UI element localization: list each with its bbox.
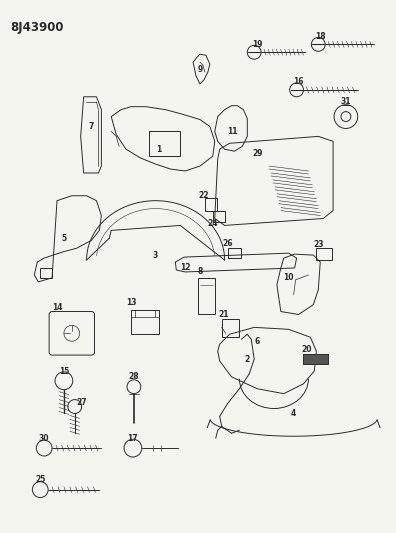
Text: 13: 13 xyxy=(126,298,136,307)
Text: 6: 6 xyxy=(255,337,260,346)
Text: 12: 12 xyxy=(180,263,190,272)
Text: 30: 30 xyxy=(39,434,50,443)
Text: 5: 5 xyxy=(61,234,67,243)
Text: 2: 2 xyxy=(245,354,250,364)
Text: 7: 7 xyxy=(89,122,94,131)
Text: 1: 1 xyxy=(156,145,161,154)
Text: 29: 29 xyxy=(252,149,263,158)
Text: 18: 18 xyxy=(315,32,326,41)
Text: 8J43900: 8J43900 xyxy=(11,21,64,34)
Text: 9: 9 xyxy=(197,64,203,74)
Text: 20: 20 xyxy=(301,345,312,353)
Text: 16: 16 xyxy=(293,77,304,86)
Text: 24: 24 xyxy=(208,219,218,228)
Text: 15: 15 xyxy=(59,367,69,376)
Text: 25: 25 xyxy=(35,475,46,484)
Text: 11: 11 xyxy=(227,127,238,136)
Polygon shape xyxy=(303,354,328,364)
Text: 3: 3 xyxy=(153,251,158,260)
Text: 23: 23 xyxy=(313,240,324,249)
Text: 27: 27 xyxy=(76,398,87,407)
Text: 28: 28 xyxy=(129,373,139,381)
Text: 10: 10 xyxy=(284,273,294,282)
Text: 4: 4 xyxy=(291,409,296,418)
Text: 17: 17 xyxy=(128,434,138,443)
Text: 31: 31 xyxy=(341,97,351,106)
Text: 19: 19 xyxy=(252,40,263,49)
Text: 21: 21 xyxy=(218,310,229,319)
Text: 8: 8 xyxy=(197,268,203,277)
Text: 26: 26 xyxy=(222,239,233,248)
Text: 14: 14 xyxy=(52,303,62,312)
Text: 22: 22 xyxy=(199,191,209,200)
